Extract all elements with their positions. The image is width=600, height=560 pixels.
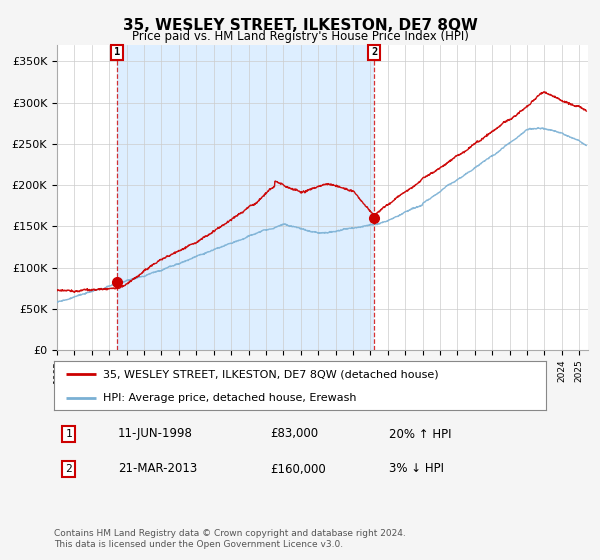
Text: Contains HM Land Registry data © Crown copyright and database right 2024.
This d: Contains HM Land Registry data © Crown c… bbox=[54, 529, 406, 549]
Text: 11-JUN-1998: 11-JUN-1998 bbox=[118, 427, 193, 441]
Text: 3% ↓ HPI: 3% ↓ HPI bbox=[389, 463, 443, 475]
Text: 35, WESLEY STREET, ILKESTON, DE7 8QW: 35, WESLEY STREET, ILKESTON, DE7 8QW bbox=[122, 18, 478, 33]
Text: 2: 2 bbox=[371, 47, 377, 57]
Text: £83,000: £83,000 bbox=[271, 427, 319, 441]
Text: £160,000: £160,000 bbox=[271, 463, 326, 475]
Text: 21-MAR-2013: 21-MAR-2013 bbox=[118, 463, 197, 475]
Text: 20% ↑ HPI: 20% ↑ HPI bbox=[389, 427, 451, 441]
Text: 2: 2 bbox=[65, 464, 72, 474]
Text: 35, WESLEY STREET, ILKESTON, DE7 8QW (detached house): 35, WESLEY STREET, ILKESTON, DE7 8QW (de… bbox=[103, 370, 439, 380]
Text: Price paid vs. HM Land Registry's House Price Index (HPI): Price paid vs. HM Land Registry's House … bbox=[131, 30, 469, 43]
Text: HPI: Average price, detached house, Erewash: HPI: Average price, detached house, Erew… bbox=[103, 393, 356, 403]
Bar bbox=[117, 45, 374, 350]
Text: 1: 1 bbox=[65, 429, 72, 439]
Text: 1: 1 bbox=[114, 47, 120, 57]
